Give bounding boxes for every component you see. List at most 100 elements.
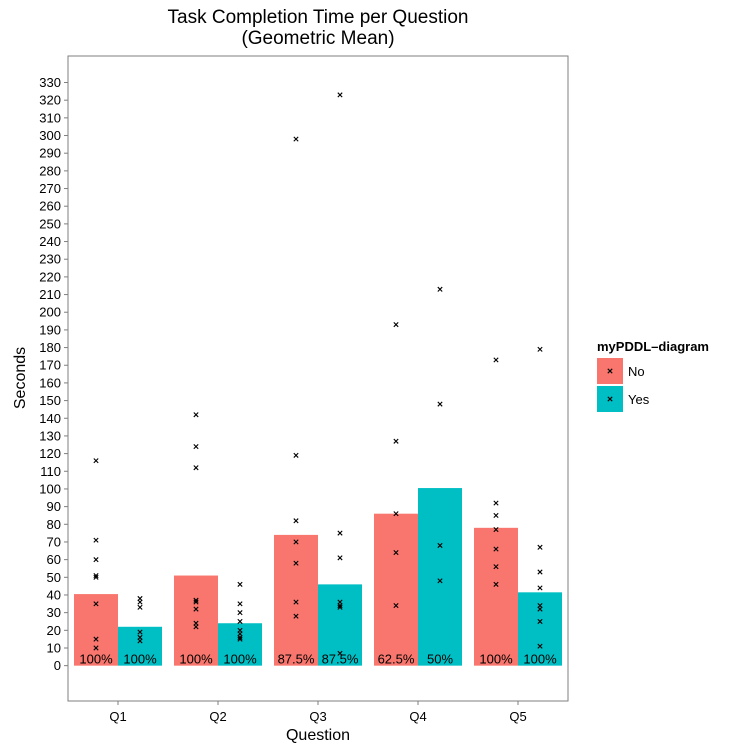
y-tick-label: 150 [39, 393, 61, 408]
data-point [337, 530, 343, 536]
data-point [393, 602, 399, 609]
data-point [493, 564, 499, 570]
data-point [537, 643, 543, 649]
data-point [137, 629, 143, 635]
data-point [237, 581, 243, 587]
y-axis: 0 10 20 30 40 50 60 70 80 90 100 110 120 130 140 150 160… [39, 75, 68, 673]
y-tick-label: 50 [47, 570, 61, 585]
y-tick-label: 30 [47, 605, 61, 620]
data-point [493, 512, 499, 519]
data-point [493, 527, 499, 533]
data-point [337, 602, 343, 609]
y-tick-label: 120 [39, 446, 61, 461]
y-tick-label: 60 [47, 552, 61, 567]
data-point [93, 572, 99, 579]
points [93, 92, 543, 656]
y-tick-label: 10 [47, 640, 61, 655]
data-point [137, 638, 143, 644]
data-point [193, 465, 199, 471]
legend-key-marker [607, 368, 613, 374]
y-tick-label: 330 [39, 75, 61, 90]
data-point [237, 601, 243, 607]
bar-q4-yes [418, 488, 462, 666]
bar-label-q5-no: 100% [479, 652, 513, 667]
data-point [293, 539, 299, 545]
bar-label-q4-no: 62.5% [378, 652, 415, 667]
bar-labels: 100% 100% 100% 100% 87.5% 87.5% 62.5% 50% 100% 10… [79, 652, 557, 667]
bar-q5-no [474, 527, 518, 666]
data-point [93, 458, 99, 464]
legend-label-no: No [628, 364, 645, 379]
data-point [493, 357, 499, 363]
data-point [393, 549, 399, 556]
bars [74, 488, 562, 666]
data-point [193, 443, 199, 450]
x-tick-label-q1: Q1 [109, 709, 126, 724]
legend-title: myPDDL–diagram [597, 339, 709, 354]
x-axis: Q1 Q2 Q3 Q4 Q5 [109, 701, 527, 724]
data-point [293, 518, 299, 524]
y-tick-label: 110 [40, 464, 61, 479]
data-point [437, 286, 443, 292]
y-tick-label: 260 [39, 199, 61, 214]
data-point [93, 557, 99, 563]
y-tick-label: 300 [39, 128, 61, 143]
y-tick-label: 0 [54, 658, 61, 673]
x-tick-label-q4: Q4 [409, 709, 426, 724]
y-tick-label: 200 [39, 305, 61, 320]
data-point [537, 618, 543, 625]
data-point [337, 604, 343, 610]
bar-label-q4-yes: 50% [427, 652, 453, 667]
data-point [493, 546, 499, 552]
y-tick-label: 40 [47, 587, 61, 602]
y-tick-label: 170 [39, 358, 61, 373]
bar-label-q3-no: 87.5% [278, 652, 315, 667]
y-tick-label: 190 [39, 322, 61, 337]
y-tick-label: 310 [39, 110, 61, 125]
x-tick-label-q2: Q2 [209, 709, 226, 724]
data-point [293, 136, 299, 142]
chart-title-line-2: (Geometric Mean) [241, 28, 394, 49]
bar-label-q1-yes: 100% [123, 652, 157, 667]
data-point [137, 604, 143, 610]
data-point [93, 537, 99, 543]
legend-key-marker [607, 396, 613, 402]
y-tick-label: 280 [39, 163, 61, 178]
y-tick-label: 160 [39, 375, 61, 390]
y-tick-label: 230 [39, 252, 61, 267]
data-point [537, 585, 543, 591]
data-point [393, 438, 399, 444]
y-tick-label: 290 [39, 146, 61, 161]
y-tick-label: 220 [39, 269, 61, 284]
y-tick-label: 270 [39, 181, 61, 196]
y-tick-label: 70 [47, 534, 61, 549]
bar-label-q5-yes: 100% [523, 652, 557, 667]
y-tick-label: 130 [39, 428, 61, 443]
bar-label-q2-yes: 100% [223, 652, 257, 667]
data-point [237, 634, 243, 640]
data-point [237, 618, 243, 625]
bar-q1-yes [118, 626, 162, 666]
x-tick-label-q5: Q5 [509, 709, 526, 724]
data-point [237, 636, 243, 642]
y-tick-label: 20 [47, 623, 61, 638]
bar-label-q3-yes: 87.5% [322, 652, 359, 667]
data-point [293, 560, 299, 566]
data-point [193, 597, 199, 603]
y-tick-label: 80 [47, 517, 61, 532]
data-point [93, 601, 99, 607]
data-point [537, 569, 543, 575]
y-tick-label: 250 [39, 216, 61, 231]
y-tick-label: 100 [39, 481, 61, 496]
data-point [537, 544, 543, 550]
data-point [137, 599, 143, 605]
bar-q3-no [274, 534, 318, 666]
data-point [537, 606, 543, 612]
data-point [193, 606, 199, 612]
bar-q2-no [174, 575, 218, 666]
x-tick-label-q3: Q3 [309, 709, 326, 724]
legend: myPDDL–diagram No Yes [597, 339, 709, 412]
bar-q5-yes [518, 592, 562, 666]
data-point [93, 636, 99, 642]
